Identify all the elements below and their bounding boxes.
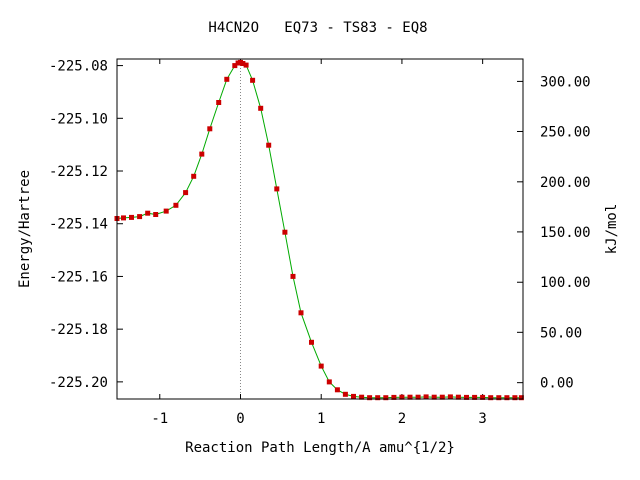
y2-tick-label: 100.00	[540, 275, 591, 291]
data-point	[318, 363, 324, 369]
data-point	[243, 62, 249, 68]
y2-axis-label: kJ/mol	[604, 204, 620, 255]
y-axis-label: Energy/Hartree	[17, 170, 33, 288]
data-point	[415, 394, 421, 400]
data-point	[282, 229, 288, 235]
data-point	[326, 379, 332, 385]
data-point	[351, 393, 356, 399]
data-point	[309, 339, 314, 345]
data-point	[423, 394, 429, 400]
data-point	[431, 394, 437, 400]
data-point	[407, 394, 413, 400]
chart-title: H4CN2O EQ73 - TS83 - EQ8	[208, 20, 427, 36]
data-point	[121, 215, 126, 221]
data-point	[439, 394, 445, 400]
data-point	[145, 210, 151, 216]
plot-frame	[116, 58, 524, 400]
data-point	[129, 214, 134, 220]
data-point	[504, 395, 510, 401]
y-tick-label: -225.08	[49, 59, 108, 75]
data-point	[334, 387, 340, 393]
data-point	[216, 100, 222, 105]
x-tick-label: 2	[398, 411, 406, 427]
data-point	[266, 142, 272, 148]
data-point	[518, 395, 524, 401]
data-point	[163, 208, 169, 214]
y2-tick-label: 50.00	[540, 325, 582, 341]
data-point	[250, 77, 256, 83]
y-tick-label: -225.10	[49, 111, 108, 127]
data-point	[199, 151, 205, 157]
data-point	[488, 395, 494, 401]
data-point	[512, 395, 518, 401]
data-point	[191, 173, 197, 179]
data-point	[399, 394, 405, 400]
data-point	[383, 395, 389, 401]
data-point	[274, 186, 280, 192]
data-point	[232, 63, 238, 69]
data-point	[464, 394, 469, 400]
plot-area: -1 0 1 2 3 -225.08 -225.10 -225.12 -225.14 -225.1…	[49, 59, 591, 427]
data-point	[455, 394, 461, 400]
data-point	[375, 395, 381, 401]
y2-tick-label: 300.00	[540, 74, 591, 90]
x-tick-label: 3	[478, 411, 486, 427]
x-axis-label: Reaction Path Length/A amu^{1/2}	[185, 440, 455, 456]
data-point	[240, 61, 246, 66]
y2-tick-label: 200.00	[540, 175, 591, 191]
y-tick-label: -225.18	[49, 322, 108, 338]
y2-tick-label: 150.00	[540, 225, 591, 241]
data-point	[496, 395, 502, 401]
y-tick-label: -225.20	[49, 375, 108, 391]
data-point	[298, 310, 304, 316]
y-tick-label: -225.14	[49, 217, 108, 233]
y2-tick-label: 0.00	[540, 376, 574, 392]
data-point	[359, 394, 365, 400]
y-tick-label: -225.12	[49, 164, 108, 180]
x-tick-label: -1	[151, 411, 168, 427]
data-point	[447, 394, 453, 400]
data-point	[391, 394, 397, 400]
data-point	[480, 394, 486, 400]
energy-curve	[116, 61, 522, 399]
y-tick-label: -225.16	[49, 269, 108, 285]
data-point	[224, 76, 230, 82]
data-point	[342, 391, 348, 397]
data-point	[137, 214, 143, 220]
x-tick-label: 0	[236, 411, 244, 427]
data-point	[183, 190, 189, 196]
data-point	[153, 212, 159, 217]
data-point	[173, 202, 179, 208]
data-point	[258, 105, 264, 111]
data-point	[367, 395, 373, 401]
x-tick-label: 1	[317, 411, 325, 427]
data-point	[472, 394, 478, 400]
y2-tick-label: 250.00	[540, 124, 591, 140]
data-point	[207, 126, 213, 132]
data-point	[290, 273, 296, 279]
